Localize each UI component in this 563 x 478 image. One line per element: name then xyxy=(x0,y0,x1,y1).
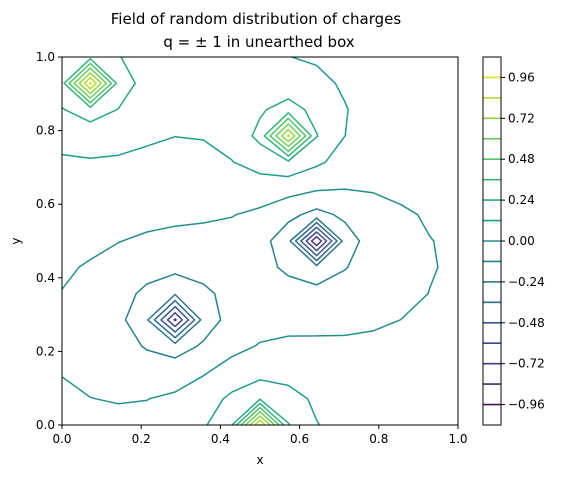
y-tick-label: 0.2 xyxy=(36,344,55,358)
contour-level-6 xyxy=(147,217,343,345)
x-axis-ticks: 0.0 0.2 0.4 0.6 0.8 1.0 xyxy=(52,425,468,446)
y-tick-label: 0.0 xyxy=(36,418,55,432)
contour-level-12 xyxy=(68,62,307,425)
colorbar-tick-label: −0.72 xyxy=(508,357,545,371)
colorbar-tick-label: −0.96 xyxy=(508,398,545,412)
colorbar-ticks: 0.96 0.72 0.48 0.24 0.00 −0.24 −0.48 −0.72 −0.96 xyxy=(501,70,545,412)
colorbar-tick-label: 0.24 xyxy=(508,193,535,207)
x-tick-label: 0.2 xyxy=(132,432,151,446)
plot-frame xyxy=(61,56,459,426)
x-tick-label: 0.8 xyxy=(369,432,388,446)
x-tick-label: 1.0 xyxy=(448,432,467,446)
contour-level-15 xyxy=(83,76,290,425)
y-axis-label: y xyxy=(9,237,23,244)
contour-level-3 xyxy=(166,231,328,328)
contour-level-2 xyxy=(173,235,323,322)
colorbar xyxy=(483,76,501,406)
x-axis-label: x xyxy=(256,453,263,467)
colorbar-tick-label: 0.48 xyxy=(508,152,535,166)
contour-level-9 xyxy=(62,57,349,425)
contour-level-11 xyxy=(63,57,312,425)
chart-title-line2: q = ± 1 in unearthed box xyxy=(163,33,354,51)
contour-level-5 xyxy=(153,221,338,339)
y-tick-label: 1.0 xyxy=(36,50,55,64)
x-tick-label: 0.6 xyxy=(290,432,309,446)
colorbar-tick-label: −0.24 xyxy=(508,275,545,289)
colorbar-tick-label: 0.72 xyxy=(508,111,535,125)
colorbar-tick-label: 0.00 xyxy=(508,234,535,248)
contour-level-7 xyxy=(124,208,361,359)
contour-level-13 xyxy=(73,67,301,425)
colorbar-tick-label: 0.96 xyxy=(508,70,535,84)
contour-level-10 xyxy=(62,57,319,425)
y-tick-label: 0.8 xyxy=(36,124,55,138)
contour-level-14 xyxy=(78,72,296,425)
y-tick-label: 0.4 xyxy=(36,271,55,285)
contour-level-4 xyxy=(160,226,333,333)
y-tick-label: 0.6 xyxy=(36,197,55,211)
contour-level-8 xyxy=(62,188,439,405)
chart-title-line1: Field of random distribution of charges xyxy=(111,10,402,28)
contour-lines xyxy=(62,57,439,425)
x-tick-label: 0.4 xyxy=(211,432,230,446)
x-tick-label: 0.0 xyxy=(52,432,71,446)
y-axis-ticks: 0.0 0.2 0.4 0.6 0.8 1.0 xyxy=(36,50,62,432)
colorbar-tick-label: −0.48 xyxy=(508,316,545,330)
